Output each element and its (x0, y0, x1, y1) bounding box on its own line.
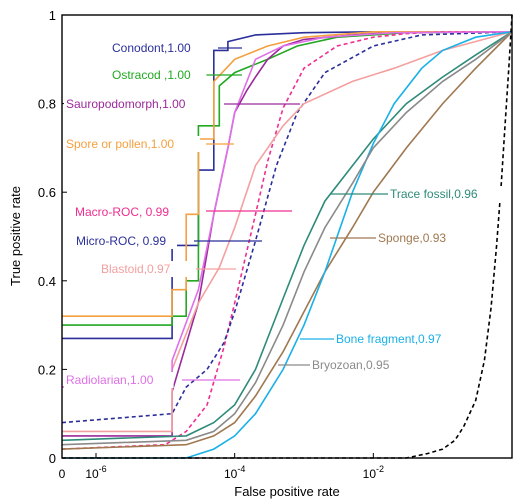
label-background (334, 331, 457, 347)
roc-curve-10 (62, 31, 513, 459)
roc-curves (61, 14, 513, 459)
roc-curve-11 (61, 31, 513, 446)
roc-curve-9 (61, 31, 513, 450)
x-axis-label: False positive rate (234, 484, 340, 499)
roc-curve-1 (62, 31, 513, 326)
label-background (310, 357, 400, 373)
curve-label: Sauropodomorph,1.00 (66, 97, 186, 111)
curve-label: Radiolarian,1.00 (66, 373, 154, 387)
y-tick-label: 0.8 (38, 97, 56, 112)
label-background (64, 372, 174, 388)
curve-label: Trace fossil,0.96 (390, 187, 478, 201)
roc-curve-7 (62, 31, 513, 388)
roc-curve-3 (62, 31, 512, 317)
label-background (64, 96, 194, 112)
label-background (64, 136, 200, 152)
label-background (74, 233, 177, 249)
curve-label: Blastoid,0.97 (101, 262, 171, 276)
roc-curve-4 (61, 31, 512, 450)
curve-label: Ostracod ,1.00 (112, 68, 191, 82)
y-tick-label: 0.6 (38, 185, 56, 200)
label-background (376, 230, 453, 246)
curve-label: Spore or pollen,1.00 (66, 137, 174, 151)
y-tick-label: 0 (49, 451, 56, 466)
plot-frame (61, 14, 513, 459)
x-tick-label: 0 (59, 467, 66, 481)
curve-label: Micro-ROC, 0.99 (76, 234, 166, 248)
label-background (388, 186, 505, 202)
label-background (73, 204, 176, 220)
y-tick-label: 1 (49, 8, 56, 23)
y-tick-label: 0.2 (38, 362, 56, 377)
y-axis-label: True positive rate (8, 186, 23, 286)
curve-label: Bryozoan,0.95 (312, 358, 390, 372)
curve-label: Sponge,0.93 (378, 231, 446, 245)
curve-label: Conodont,1.00 (112, 41, 191, 55)
roc-curve-8 (61, 31, 513, 442)
roc-curve-5 (61, 31, 513, 424)
curve-label: Macro-ROC, 0.99 (75, 205, 169, 219)
x-tick-label: 10-6 (85, 464, 106, 481)
x-tick-label: 10-4 (224, 464, 245, 481)
label-background (110, 40, 200, 56)
curve-label: Bone fragment,0.97 (336, 332, 442, 346)
y-tick-label: 0.4 (38, 274, 56, 289)
x-tick-label: 10-2 (363, 464, 384, 481)
roc-curve-12 (62, 14, 513, 459)
label-background (110, 67, 207, 83)
curve-labels: Conodont,1.00 Ostracod ,1.00 Sauropodomorp… (64, 40, 505, 388)
label-background (99, 261, 189, 277)
